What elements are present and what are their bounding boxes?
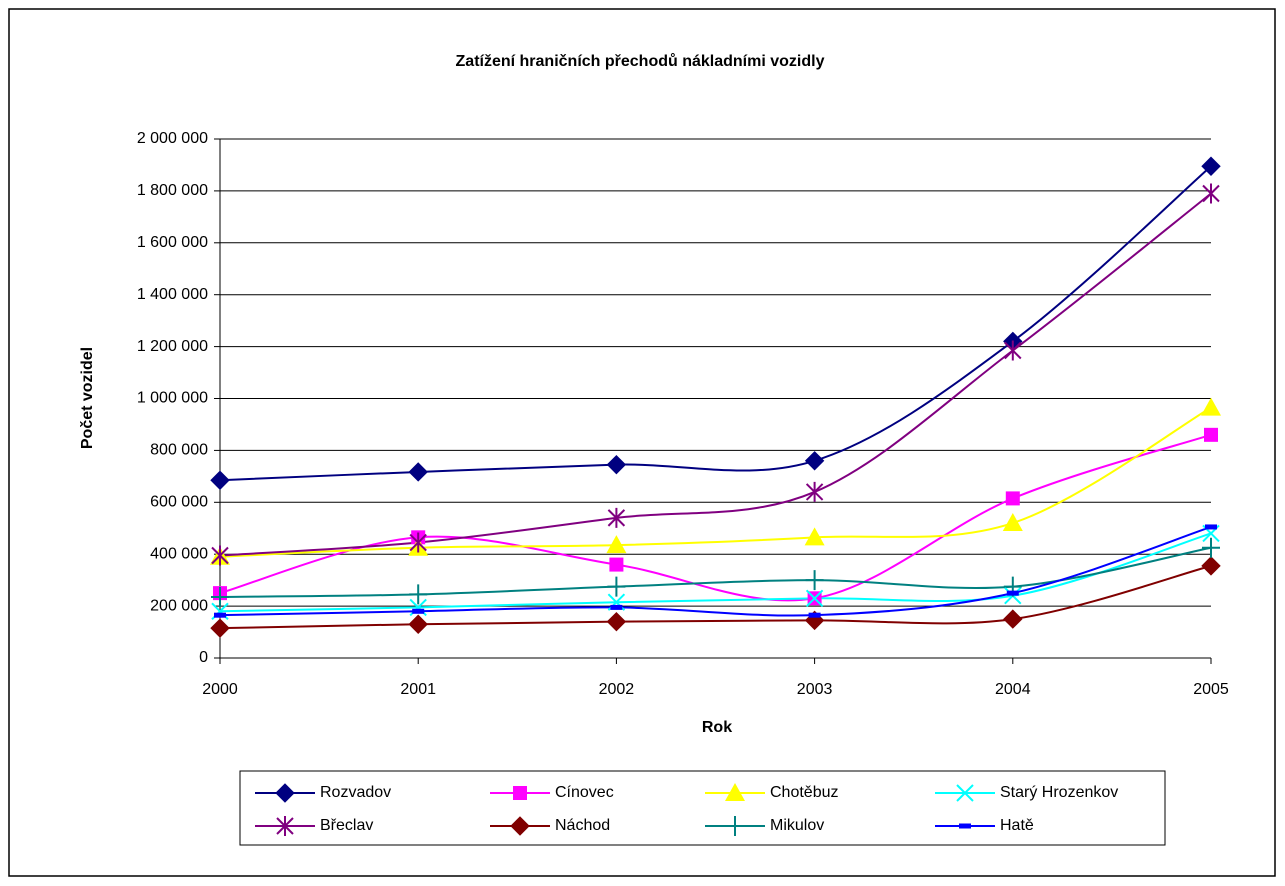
data-point xyxy=(1006,590,1019,596)
legend-label: Náchod xyxy=(555,817,610,834)
data-point xyxy=(1004,340,1022,361)
legend-label: Hatě xyxy=(1000,817,1034,834)
y-tick-label: 1 800 000 xyxy=(137,182,208,199)
data-point xyxy=(607,576,626,597)
data-point xyxy=(408,462,428,482)
legend-marker xyxy=(959,823,971,829)
data-point xyxy=(211,545,229,566)
x-axis-label: Rok xyxy=(702,719,732,736)
data-point xyxy=(214,612,226,618)
data-point xyxy=(1201,397,1221,416)
data-point xyxy=(609,557,624,572)
y-tick-label: 800 000 xyxy=(150,442,208,459)
series-line xyxy=(219,433,1212,602)
data-point xyxy=(607,507,626,528)
data-point xyxy=(211,587,229,608)
x-tick-label: 2004 xyxy=(995,681,1031,698)
series-line xyxy=(219,406,1212,558)
series-line xyxy=(219,192,1212,557)
data-point xyxy=(804,527,825,546)
data-point xyxy=(808,612,821,618)
data-point xyxy=(1205,524,1217,530)
legend-marker xyxy=(275,783,295,803)
data-point xyxy=(1202,183,1220,204)
data-point xyxy=(1003,609,1023,629)
legend-label: Chotěbuz xyxy=(770,784,839,801)
data-point xyxy=(1201,156,1221,176)
legend-box xyxy=(239,770,1166,846)
x-tick-label: 2000 xyxy=(202,681,238,698)
legend-marker xyxy=(513,786,527,800)
legend-label: Cínovec xyxy=(555,784,614,801)
data-point xyxy=(1202,537,1220,558)
data-point xyxy=(606,454,627,475)
data-point xyxy=(606,611,627,632)
data-point xyxy=(805,589,824,608)
data-point xyxy=(1005,491,1020,506)
data-point xyxy=(1201,556,1221,576)
data-point xyxy=(409,532,427,553)
data-point xyxy=(408,614,428,634)
legend-marker xyxy=(726,816,744,836)
legend-label: Mikulov xyxy=(770,817,824,834)
series-line xyxy=(219,532,1212,613)
legend-marker xyxy=(510,816,530,836)
data-point xyxy=(210,470,230,490)
data-point xyxy=(606,535,627,554)
series-line xyxy=(219,564,1212,630)
legend-label: Starý Hrozenkov xyxy=(1000,784,1118,801)
data-point xyxy=(210,618,230,638)
x-tick-label: 2005 xyxy=(1193,681,1229,698)
y-tick-label: 1 000 000 xyxy=(137,390,208,407)
y-tick-label: 400 000 xyxy=(150,545,208,562)
y-tick-label: 1 200 000 xyxy=(137,338,208,355)
data-point xyxy=(1204,427,1218,442)
y-tick-label: 0 xyxy=(199,649,208,666)
y-axis-label: Počet vozidel xyxy=(79,347,96,449)
series-line xyxy=(219,526,1212,617)
legend-marker xyxy=(276,816,294,836)
chart-title: Zatížení hraničních přechodů nákladními … xyxy=(456,53,825,70)
data-point xyxy=(412,608,425,614)
data-point xyxy=(804,451,825,471)
y-tick-label: 1 600 000 xyxy=(137,234,208,251)
x-tick-label: 2003 xyxy=(797,681,833,698)
legend-label: Rozvadov xyxy=(320,784,391,801)
y-tick-label: 600 000 xyxy=(150,494,208,511)
legend-marker xyxy=(725,783,745,801)
series-line xyxy=(219,546,1212,599)
y-tick-label: 200 000 xyxy=(150,597,208,614)
data-point xyxy=(409,584,428,605)
legend-label: Břeclav xyxy=(320,817,373,834)
legend-marker xyxy=(956,784,974,802)
series-line xyxy=(219,165,1212,482)
data-point xyxy=(805,481,824,502)
data-point xyxy=(1002,513,1023,532)
y-tick-label: 1 400 000 xyxy=(137,286,208,303)
x-tick-label: 2002 xyxy=(599,681,635,698)
y-tick-label: 2 000 000 xyxy=(137,130,208,147)
data-point xyxy=(610,604,623,610)
x-tick-label: 2001 xyxy=(400,681,436,698)
data-point xyxy=(805,570,824,591)
